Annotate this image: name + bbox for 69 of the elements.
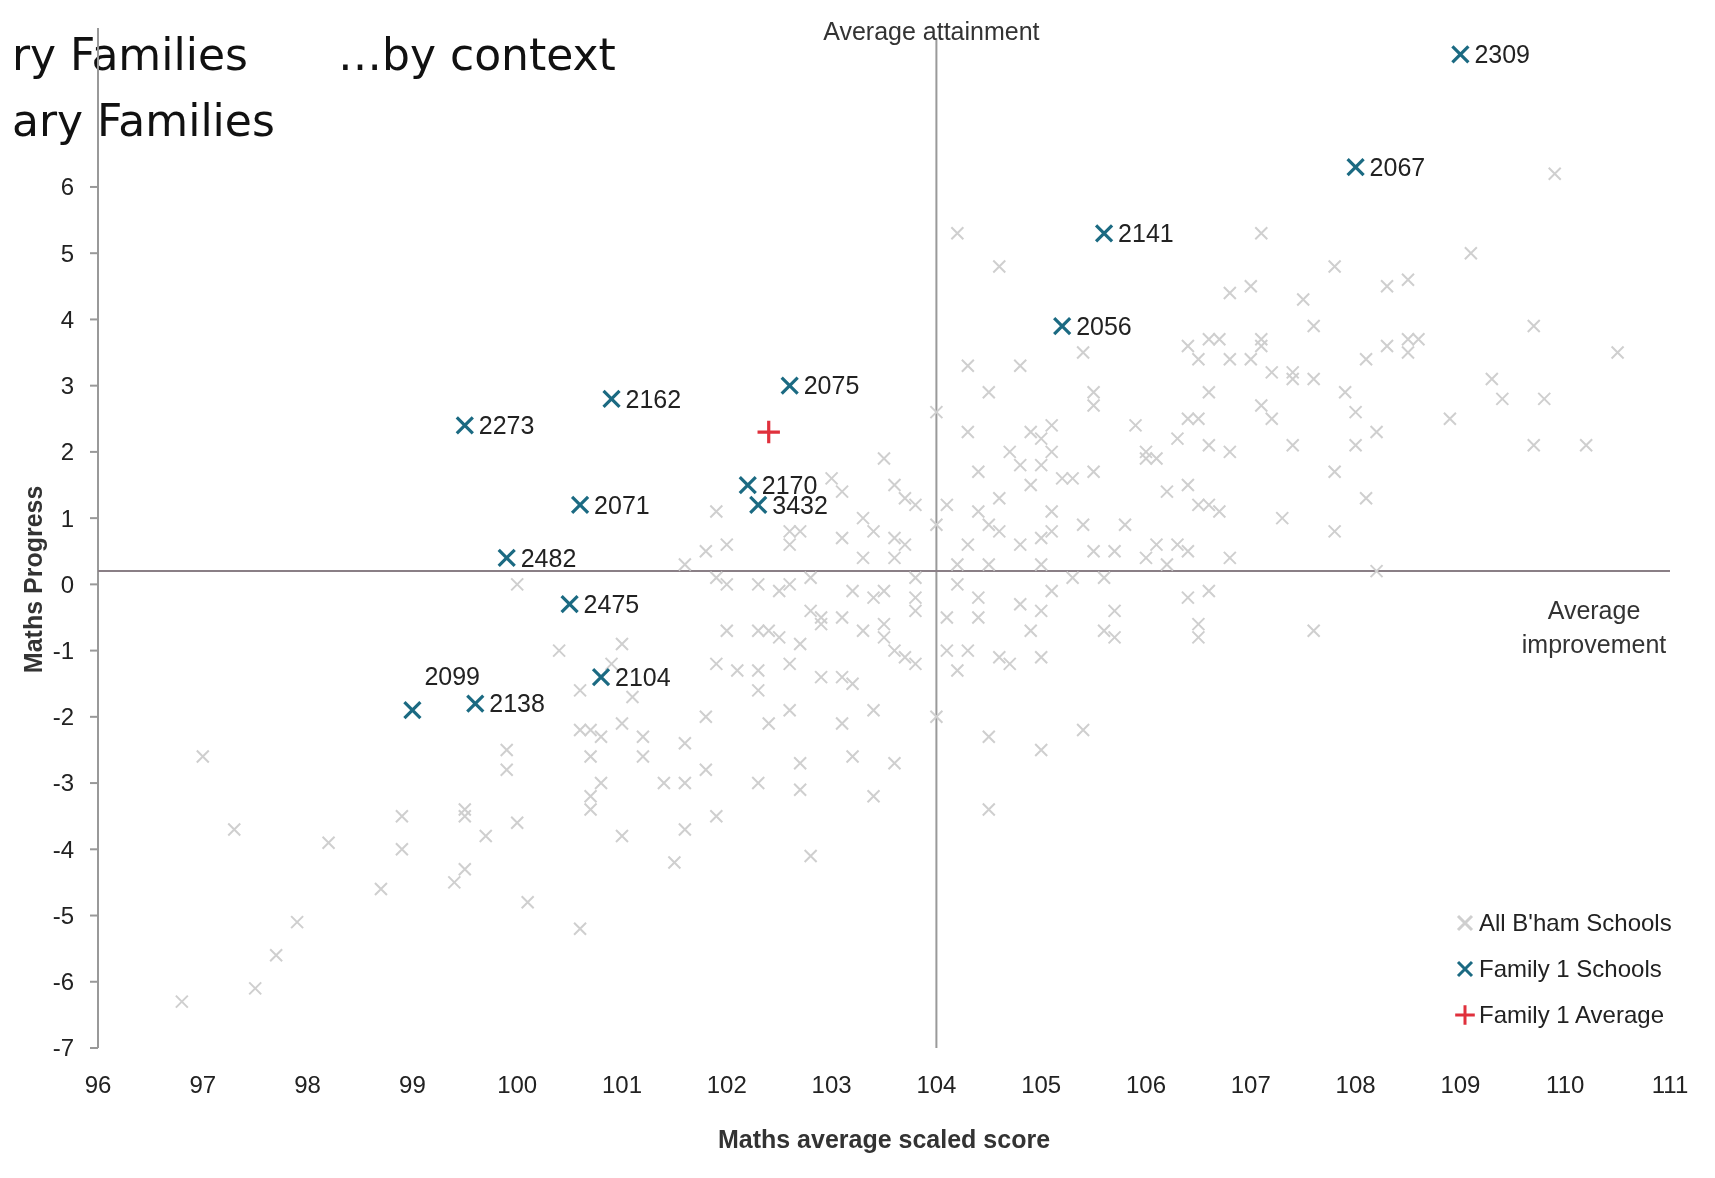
point — [748, 495, 768, 515]
x-tick-label: 96 — [84, 1071, 112, 1098]
x-tick-label: 101 — [601, 1071, 643, 1098]
y-tick-label: -7 — [52, 1034, 74, 1062]
point — [591, 667, 611, 687]
point — [465, 693, 485, 714]
y-tick-label: 3 — [60, 372, 74, 400]
point — [497, 548, 517, 568]
annotation: 2475 — [583, 589, 640, 618]
y-tick-label: -5 — [52, 901, 74, 929]
point — [757, 420, 780, 444]
annotation: 2056 — [1076, 311, 1132, 340]
annotation: 2071 — [594, 490, 650, 519]
legend-label: All B'ham Schools — [1479, 909, 1672, 937]
y-tick-label: -2 — [52, 703, 74, 731]
legend-label: Family 1 Average — [1479, 1001, 1664, 1029]
y-tick-label: 1 — [60, 504, 74, 532]
x-tick-label: 100 — [497, 1071, 538, 1098]
annotation: 2067 — [1369, 152, 1426, 181]
x-tick-label: 108 — [1335, 1071, 1376, 1098]
x-tick-label: 103 — [811, 1071, 852, 1098]
x-tick-label: 98 — [294, 1071, 321, 1098]
ref-line-label: Average attainment — [823, 17, 1040, 45]
point — [780, 376, 800, 396]
point — [560, 594, 580, 614]
text: ary Families — [12, 95, 275, 146]
point — [570, 495, 590, 515]
y-tick-label: 4 — [60, 305, 74, 333]
annotation: 2482 — [520, 543, 577, 572]
x-tick-label: 97 — [189, 1071, 217, 1098]
y-tick-label: -3 — [52, 769, 74, 797]
point — [738, 475, 758, 495]
y-tick-label: -6 — [52, 968, 74, 996]
annotation: 2162 — [625, 384, 682, 413]
annotation: 2075 — [803, 371, 860, 400]
y-tick-label: -1 — [52, 637, 74, 664]
x-tick-label: 104 — [916, 1071, 957, 1098]
ref-line-label: Average improvement — [1521, 596, 1667, 659]
point — [1052, 316, 1072, 336]
annotation: 2099 — [424, 661, 481, 690]
y-tick-label: 6 — [60, 173, 74, 201]
x-tick-label: 110 — [1546, 1071, 1585, 1098]
annotation: 2141 — [1118, 219, 1174, 248]
y-axis-title: Maths Progress — [19, 485, 47, 674]
annotation: 2309 — [1474, 40, 1531, 69]
x-tick-label: 109 — [1440, 1071, 1481, 1098]
x-axis-title: Maths average scaled score — [717, 1125, 1051, 1153]
point — [1450, 44, 1470, 65]
y-tick-label: 5 — [60, 239, 74, 267]
y-tick-label: 0 — [60, 570, 74, 598]
point — [1346, 157, 1366, 177]
y-tick-label: 2 — [60, 438, 74, 466]
x-tick-label: 105 — [1021, 1071, 1062, 1098]
chart-title: ry Families — [12, 29, 248, 80]
point — [455, 415, 475, 435]
annotation: 2104 — [615, 662, 671, 691]
y-tick-label: -4 — [52, 835, 74, 863]
annotation: 2273 — [478, 411, 535, 440]
x-tick-label: 111 — [1651, 1071, 1689, 1098]
annotation: 2138 — [489, 689, 545, 718]
point — [1094, 223, 1114, 243]
x-tick-label: 107 — [1230, 1071, 1271, 1098]
point — [402, 700, 422, 720]
x-tick-label: 99 — [399, 1071, 426, 1098]
annotation: …by context — [338, 29, 616, 80]
x-tick-label: 106 — [1125, 1071, 1167, 1098]
legend-label: Family 1 Schools — [1479, 955, 1662, 983]
x-tick-label: 102 — [706, 1071, 747, 1098]
point — [601, 389, 622, 409]
